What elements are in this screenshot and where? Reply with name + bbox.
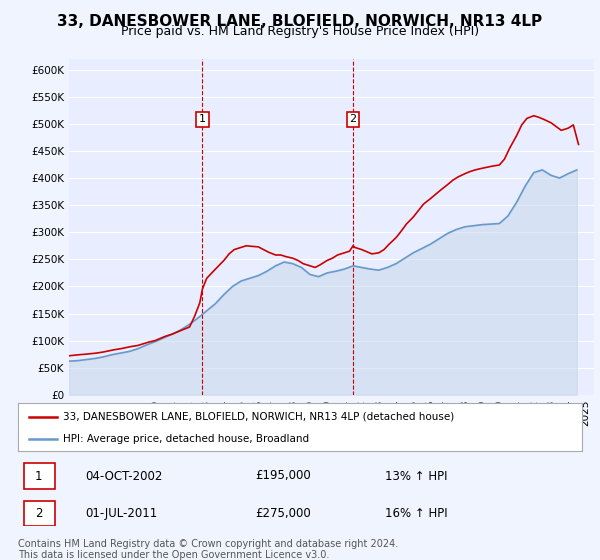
Text: Price paid vs. HM Land Registry's House Price Index (HPI): Price paid vs. HM Land Registry's House … (121, 25, 479, 38)
Text: 1: 1 (35, 469, 43, 483)
Text: 01-JUL-2011: 01-JUL-2011 (86, 507, 158, 520)
Text: £275,000: £275,000 (255, 507, 311, 520)
Text: HPI: Average price, detached house, Broadland: HPI: Average price, detached house, Broa… (63, 434, 309, 444)
Text: 1: 1 (199, 114, 206, 124)
Text: 33, DANESBOWER LANE, BLOFIELD, NORWICH, NR13 4LP: 33, DANESBOWER LANE, BLOFIELD, NORWICH, … (58, 14, 542, 29)
Text: 13% ↑ HPI: 13% ↑ HPI (385, 469, 447, 483)
Text: £195,000: £195,000 (255, 469, 311, 483)
Text: 16% ↑ HPI: 16% ↑ HPI (385, 507, 447, 520)
Text: Contains HM Land Registry data © Crown copyright and database right 2024.
This d: Contains HM Land Registry data © Crown c… (18, 539, 398, 560)
Text: 2: 2 (349, 114, 356, 124)
FancyBboxPatch shape (23, 501, 55, 526)
Text: 2: 2 (35, 507, 43, 520)
Text: 04-OCT-2002: 04-OCT-2002 (86, 469, 163, 483)
Text: 33, DANESBOWER LANE, BLOFIELD, NORWICH, NR13 4LP (detached house): 33, DANESBOWER LANE, BLOFIELD, NORWICH, … (63, 412, 454, 422)
FancyBboxPatch shape (23, 464, 55, 488)
